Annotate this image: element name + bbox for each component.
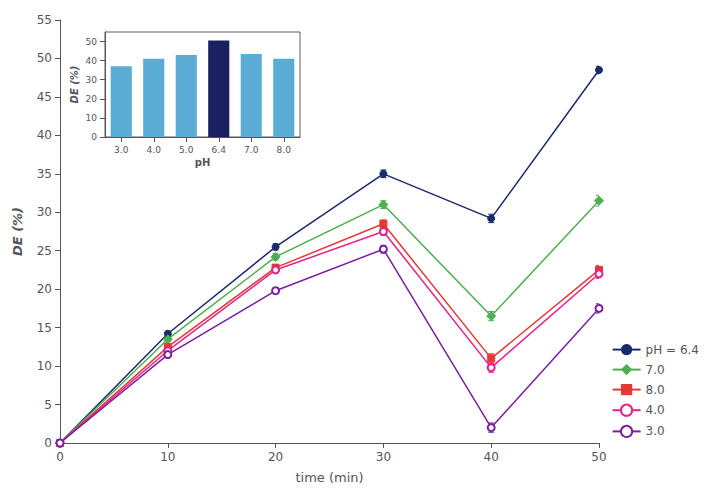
svg-text:10: 10 <box>160 450 175 464</box>
svg-text:40: 40 <box>484 450 499 464</box>
svg-text:6.4: 6.4 <box>212 145 227 155</box>
svg-text:10: 10 <box>37 359 52 373</box>
svg-text:4.0: 4.0 <box>147 145 162 155</box>
svg-text:30: 30 <box>37 205 52 219</box>
svg-text:40: 40 <box>37 128 52 142</box>
svg-text:time (min): time (min) <box>295 470 363 485</box>
svg-text:8.0: 8.0 <box>646 383 665 397</box>
svg-text:DE (%): DE (%) <box>69 66 80 104</box>
svg-text:15: 15 <box>37 321 52 335</box>
svg-text:0: 0 <box>44 436 52 450</box>
svg-text:20: 20 <box>37 282 52 296</box>
svg-text:0: 0 <box>56 450 64 464</box>
svg-text:7.0: 7.0 <box>646 363 665 377</box>
svg-text:30: 30 <box>376 450 391 464</box>
svg-text:20: 20 <box>86 94 98 104</box>
svg-text:pH: pH <box>195 157 211 168</box>
svg-text:50: 50 <box>37 51 52 65</box>
svg-text:30: 30 <box>86 75 98 85</box>
svg-text:50: 50 <box>591 450 606 464</box>
svg-text:0: 0 <box>91 132 97 142</box>
svg-text:45: 45 <box>37 90 52 104</box>
svg-text:55: 55 <box>37 13 52 27</box>
svg-text:5.0: 5.0 <box>179 145 194 155</box>
svg-text:DE (%): DE (%) <box>10 207 25 256</box>
svg-text:35: 35 <box>37 167 52 181</box>
svg-text:4.0: 4.0 <box>646 403 665 417</box>
svg-text:50: 50 <box>86 37 98 47</box>
svg-text:3.0: 3.0 <box>646 424 665 438</box>
svg-text:pH = 6.4: pH = 6.4 <box>646 343 699 357</box>
svg-text:40: 40 <box>86 56 98 66</box>
svg-text:10: 10 <box>86 113 98 123</box>
svg-text:7.0: 7.0 <box>244 145 259 155</box>
svg-text:25: 25 <box>37 244 52 258</box>
svg-text:8.0: 8.0 <box>277 145 292 155</box>
svg-text:3.0: 3.0 <box>114 145 129 155</box>
svg-text:20: 20 <box>268 450 283 464</box>
svg-text:5: 5 <box>44 398 52 412</box>
